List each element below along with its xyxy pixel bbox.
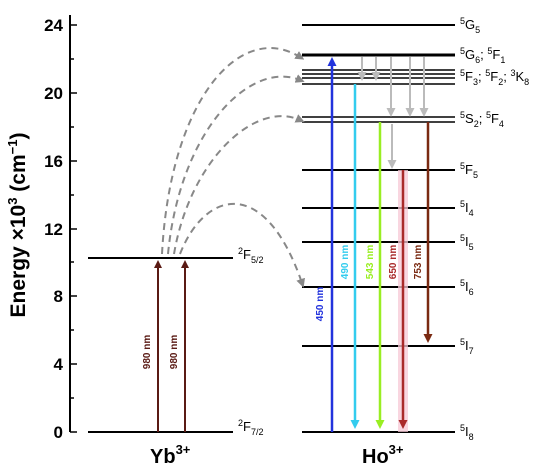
transition-753nm-label: 753 nm: [413, 245, 424, 280]
y-tick-label: 0: [54, 423, 63, 442]
yb-ion-label: Yb3+: [150, 442, 191, 468]
ho-transitions: 450 nm 490 nm 543 nm 650 nm 753 nm: [315, 57, 433, 432]
energy-transfer-arrow: [167, 74, 305, 255]
energy-transfer-arrows: [161, 47, 305, 288]
yb-levels: 2F7/2 2F5/2: [88, 246, 263, 437]
pump-wavelength-label: 980 nm: [169, 335, 180, 370]
pump-wavelength-label: 980 nm: [142, 335, 153, 370]
transition-543nm-label: 543 nm: [365, 245, 376, 280]
energy-transfer-arrow: [161, 47, 305, 255]
y-tick-label: 24: [44, 16, 63, 35]
yb-excited-label: 2F5/2: [238, 246, 263, 265]
y-tick-label: 8: [54, 287, 63, 306]
transition-650nm-label: 650 nm: [388, 245, 399, 280]
ho-label-i8: 5I8: [460, 423, 474, 442]
y-axis-label: Energy ×103 (cm−1): [5, 133, 30, 318]
y-tick-label: 4: [54, 355, 64, 374]
y-tick-label: 12: [44, 220, 63, 239]
energy-transfer-arrow: [173, 114, 305, 255]
ho-label-f5: 5F5: [460, 161, 478, 180]
y-tick-label: 16: [44, 152, 63, 171]
ho-label-g5: 5G5: [460, 16, 480, 35]
ho-label-f3f2k8: 5F3; 5F2; 3K8: [460, 68, 529, 87]
transition-490nm-label: 490 nm: [340, 245, 351, 280]
yb-ground-label: 2F7/2: [238, 418, 263, 437]
ho-label-i7: 5I7: [460, 337, 474, 356]
ho-ion-label: Ho3+: [362, 442, 404, 468]
energy-transfer-arrow: [179, 203, 305, 288]
ho-label-i4: 5I4: [460, 199, 474, 218]
ho-label-i6: 5I6: [460, 278, 474, 297]
ho-levels: 5G5 5G6; 5F1 5F3; 5F2; 3K8 5S2; 5F4 5F5 …: [302, 16, 529, 442]
transition-450nm-label: 450 nm: [315, 287, 326, 322]
ho-label-i5: 5I5: [460, 233, 474, 252]
ho-label-s2f4: 5S2; 5F4: [460, 110, 504, 129]
yb-pump-arrows: 980 nm 980 nm: [142, 260, 189, 432]
y-tick-label: 20: [44, 84, 63, 103]
ho-label-g6f1: 5G6; 5F1: [460, 46, 505, 65]
y-axis: 0 4 8 12 16 20 24 Energy ×103 (cm−1): [5, 15, 77, 442]
